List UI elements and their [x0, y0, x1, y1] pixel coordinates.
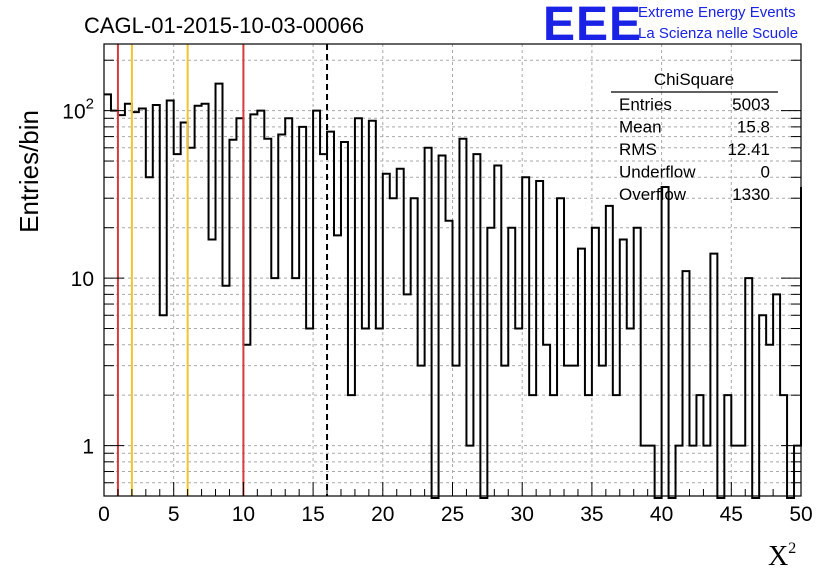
x-tick-label: 5: [168, 503, 180, 526]
reference-lines: [116, 44, 329, 496]
x-tick-label: 50: [789, 503, 812, 526]
stats-box-name: ChiSquare: [654, 70, 734, 89]
stats-row-value: 5003: [732, 95, 770, 114]
eee-logo: EEE: [543, 0, 642, 51]
y-tick-label: 10: [71, 268, 94, 291]
x-tick-label: 40: [650, 503, 673, 526]
x-tick-label: 15: [301, 503, 324, 526]
x-tick-label: 10: [232, 503, 255, 526]
histogram-series: [104, 82, 802, 499]
x-axis-label: X2: [768, 540, 796, 572]
y-axis-label: Entries/bin: [14, 110, 44, 233]
stats-row-value: 15.8: [737, 118, 770, 137]
tick-labels: 0 5 10 15 20 25 30 35 40 45 50 1 10 102: [62, 96, 812, 526]
eee-logo-line2: La Scienza nelle Scuole: [638, 25, 798, 42]
x-tick-label: 25: [441, 503, 464, 526]
stats-row-value: 12.41: [727, 140, 770, 159]
x-tick-label: 45: [720, 503, 743, 526]
stats-box: ChiSquare Entries 5003 Mean 15.8 RMS 12.41 Und…: [611, 70, 778, 204]
x-tick-label: 20: [371, 503, 394, 526]
y-tick-label: 102: [62, 96, 94, 124]
stats-row-value: 0: [761, 163, 770, 182]
x-tick-label: 35: [580, 503, 603, 526]
histogram-step-line: [104, 82, 802, 499]
stats-row-label: Mean: [619, 118, 662, 137]
eee-logo-line1: Extreme Energy Events: [638, 4, 796, 21]
chart-title: CAGL-01-2015-10-03-00066: [84, 13, 364, 38]
x-tick-label: 30: [511, 503, 534, 526]
stats-rows: Entries 5003 Mean 15.8 RMS 12.41 Underflow 0 Ove…: [619, 95, 770, 204]
axis-ticks: [103, 59, 802, 497]
stats-row-label: Entries: [619, 95, 672, 114]
stats-row-label: Underflow: [619, 163, 696, 182]
stats-row-label: Overflow: [619, 185, 687, 204]
stats-row-label: RMS: [619, 140, 657, 159]
y-tick-label: 1: [82, 436, 94, 459]
stats-row-value: 1330: [732, 185, 770, 204]
plot-frame: [103, 43, 802, 497]
x-tick-label: 0: [98, 503, 110, 526]
